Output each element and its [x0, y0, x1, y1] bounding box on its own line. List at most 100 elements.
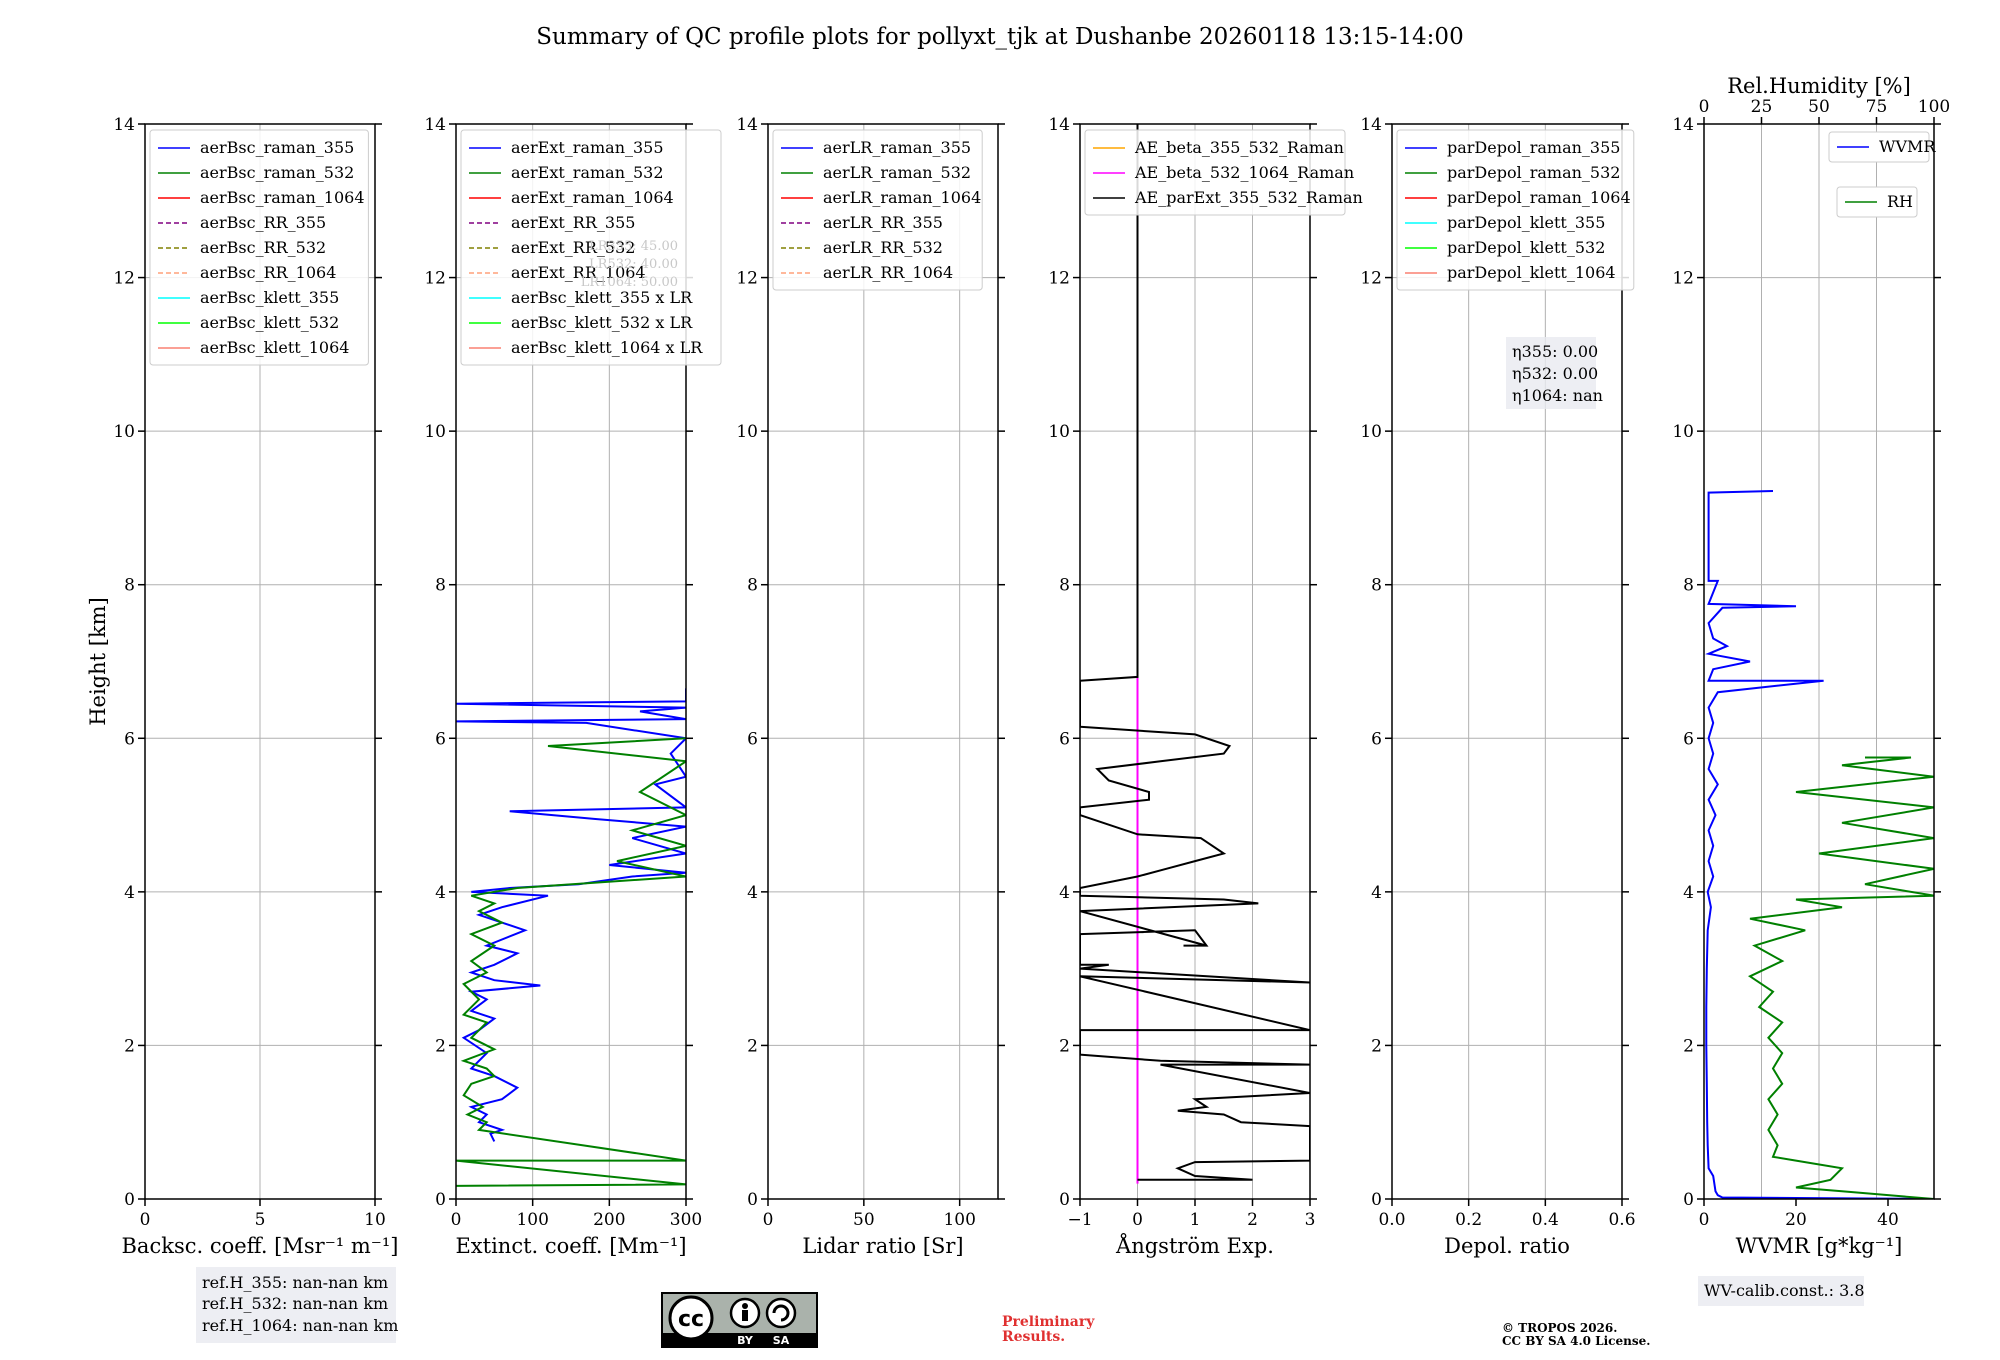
legend-label: RH	[1887, 192, 1913, 211]
y-tick-label: 2	[124, 1036, 135, 1056]
x-axis-label: Extinct. coeff. [Mm⁻¹]	[455, 1234, 686, 1258]
panel-ext: 0 2 4 6 8 10 12 14 0 100 200 300 Extinct. coeff. [Mm…	[424, 115, 722, 1258]
legend-box	[1828, 131, 1930, 163]
x-tick-label: 0	[763, 1210, 774, 1230]
y-tick-label: 4	[435, 883, 446, 903]
axes-frame	[455, 123, 687, 1200]
legend-label: aerBsc_klett_355 x LR	[511, 288, 693, 307]
eta-box-text: η355: 0.00	[1512, 342, 1598, 361]
series-RH	[1747, 756, 1934, 1199]
legend-label: parDepol_raman_1064	[1447, 188, 1631, 207]
lr-box-text: LR355: 45.00	[589, 239, 678, 254]
legend-label: parDepol_klett_1064	[1447, 263, 1616, 282]
y-tick-label: 0	[124, 1190, 135, 1210]
y-tick-label: 12	[1360, 269, 1382, 289]
y-tick-label: 14	[1672, 115, 1694, 135]
axes-frame	[767, 123, 999, 1200]
cc-icon	[668, 1295, 714, 1341]
y-tick-label: 6	[1059, 729, 1070, 749]
legend-label: aerBsc_RR_1064	[200, 263, 336, 282]
x-tick-label: 0.4	[1532, 1210, 1559, 1230]
legend-label: aerBsc_raman_532	[200, 163, 354, 182]
x-tick-label: 40	[1877, 1210, 1899, 1230]
legend-label: parDepol_klett_532	[1447, 238, 1605, 257]
legend-label: aerLR_RR_532	[823, 238, 943, 257]
figure-title: Summary of QC profile plots for pollyxt_…	[536, 24, 1463, 50]
x-tick-label: 1	[1190, 1210, 1201, 1230]
y-tick-label: 2	[1371, 1036, 1382, 1056]
legend-label: aerBsc_raman_1064	[200, 188, 365, 207]
y-axis-label: Height [km]	[86, 597, 110, 726]
ref-h-532: ref.H_532: nan-nan km	[202, 1294, 388, 1313]
y-tick-label: 12	[113, 269, 135, 289]
wv-calib-text: WV-calib.const.: 3.8	[1704, 1281, 1865, 1300]
y-tick-label: 12	[424, 269, 446, 289]
x2-tick-label: 50	[1808, 97, 1830, 117]
legend-label: aerBsc_klett_532 x LR	[511, 313, 693, 332]
y-tick-label: 12	[1672, 269, 1694, 289]
x-tick-label: 100	[516, 1210, 548, 1230]
legend-label: aerBsc_klett_355	[200, 288, 339, 307]
legend-label: aerExt_RR_532	[511, 238, 635, 257]
x-tick-label: 10	[364, 1210, 386, 1230]
x-tick-label: 0	[1699, 1210, 1710, 1230]
y-tick-label: 8	[435, 576, 446, 596]
x2-tick-label: 0	[1699, 97, 1710, 117]
y-tick-label: 4	[1371, 883, 1382, 903]
y-tick-label: 8	[1371, 576, 1382, 596]
legend-label: aerLR_RR_355	[823, 213, 943, 232]
panel-bsc: 0 2 4 6 8 10 12 14 0 5 10 Backsc. coeff. [Msr⁻¹ m⁻¹…	[86, 115, 398, 1258]
x2-tick-label: 75	[1866, 97, 1888, 117]
cc-license-badge: cc BY SA	[661, 1292, 818, 1348]
legend-label: WVMR	[1879, 137, 1936, 156]
lr-box-text: LR1064: 50.00	[581, 275, 678, 290]
y-tick-label: 14	[1360, 115, 1382, 135]
series-WVMR	[1705, 490, 1934, 1199]
y-tick-label: 4	[124, 883, 135, 903]
x-tick-label: 20	[1785, 1210, 1807, 1230]
panel-depol: 0 2 4 6 8 10 12 14 0.0 0.2 0.4 0.6 Depol. ratio parDe…	[1360, 115, 1635, 1258]
series-AE_parExt_355_532_Raman	[1080, 124, 1310, 1181]
y-tick-label: 4	[747, 883, 758, 903]
y-tick-label: 8	[1059, 576, 1070, 596]
legend-label: aerExt_raman_355	[511, 138, 664, 157]
legend-label: aerBsc_raman_355	[200, 138, 354, 157]
y-tick-label: 8	[1683, 576, 1694, 596]
sa-icon	[765, 1297, 797, 1329]
sa-label: SA	[773, 1334, 790, 1347]
y-tick-label: 6	[124, 729, 135, 749]
x-tick-label: 3	[1305, 1210, 1316, 1230]
wv-calib-box: WV-calib.const.: 3.8	[1698, 1276, 1865, 1306]
lr-box-text: LR532: 40.00	[589, 257, 678, 272]
legend-box	[772, 129, 983, 291]
eta-box-text: η532: 0.00	[1512, 364, 1598, 383]
y-tick-label: 10	[113, 422, 135, 442]
y-tick-label: 4	[1059, 883, 1070, 903]
y-tick-label: 6	[1683, 729, 1694, 749]
y-tick-label: 0	[435, 1190, 446, 1210]
x-tick-label: 0	[451, 1210, 462, 1230]
legend-label: aerBsc_klett_1064 x LR	[511, 338, 703, 357]
copyright-line-2: CC BY SA 4.0 License.	[1502, 1334, 1650, 1348]
legend-label: parDepol_raman_532	[1447, 163, 1620, 182]
y-tick-label: 14	[424, 115, 446, 135]
panel-lr: 0 2 4 6 8 10 12 14 0 50 100 Lidar ratio [Sr] aerLR_r…	[736, 115, 1005, 1258]
x-axis-label: WVMR [g*kg⁻¹]	[1736, 1234, 1903, 1258]
legend-label: aerExt_raman_532	[511, 163, 664, 182]
by-label: BY	[737, 1334, 754, 1347]
legend-label: aerBsc_klett_1064	[200, 338, 349, 357]
axes-frame	[1391, 123, 1623, 1200]
x-axis-label: Depol. ratio	[1444, 1234, 1570, 1258]
legend-label: aerLR_raman_355	[823, 138, 971, 157]
legend-label: parDepol_raman_355	[1447, 138, 1620, 157]
x2-tick-label: 100	[1918, 97, 1950, 117]
legend-label: aerLR_raman_1064	[823, 188, 981, 207]
eta-box	[1506, 337, 1596, 409]
ref-height-box: ref.H_355: nan-nan km ref.H_532: nan-nan…	[196, 1267, 398, 1343]
eta-box-text: η1064: nan	[1512, 386, 1603, 405]
legend-box	[1396, 129, 1635, 291]
x-tick-label: 5	[255, 1210, 266, 1230]
